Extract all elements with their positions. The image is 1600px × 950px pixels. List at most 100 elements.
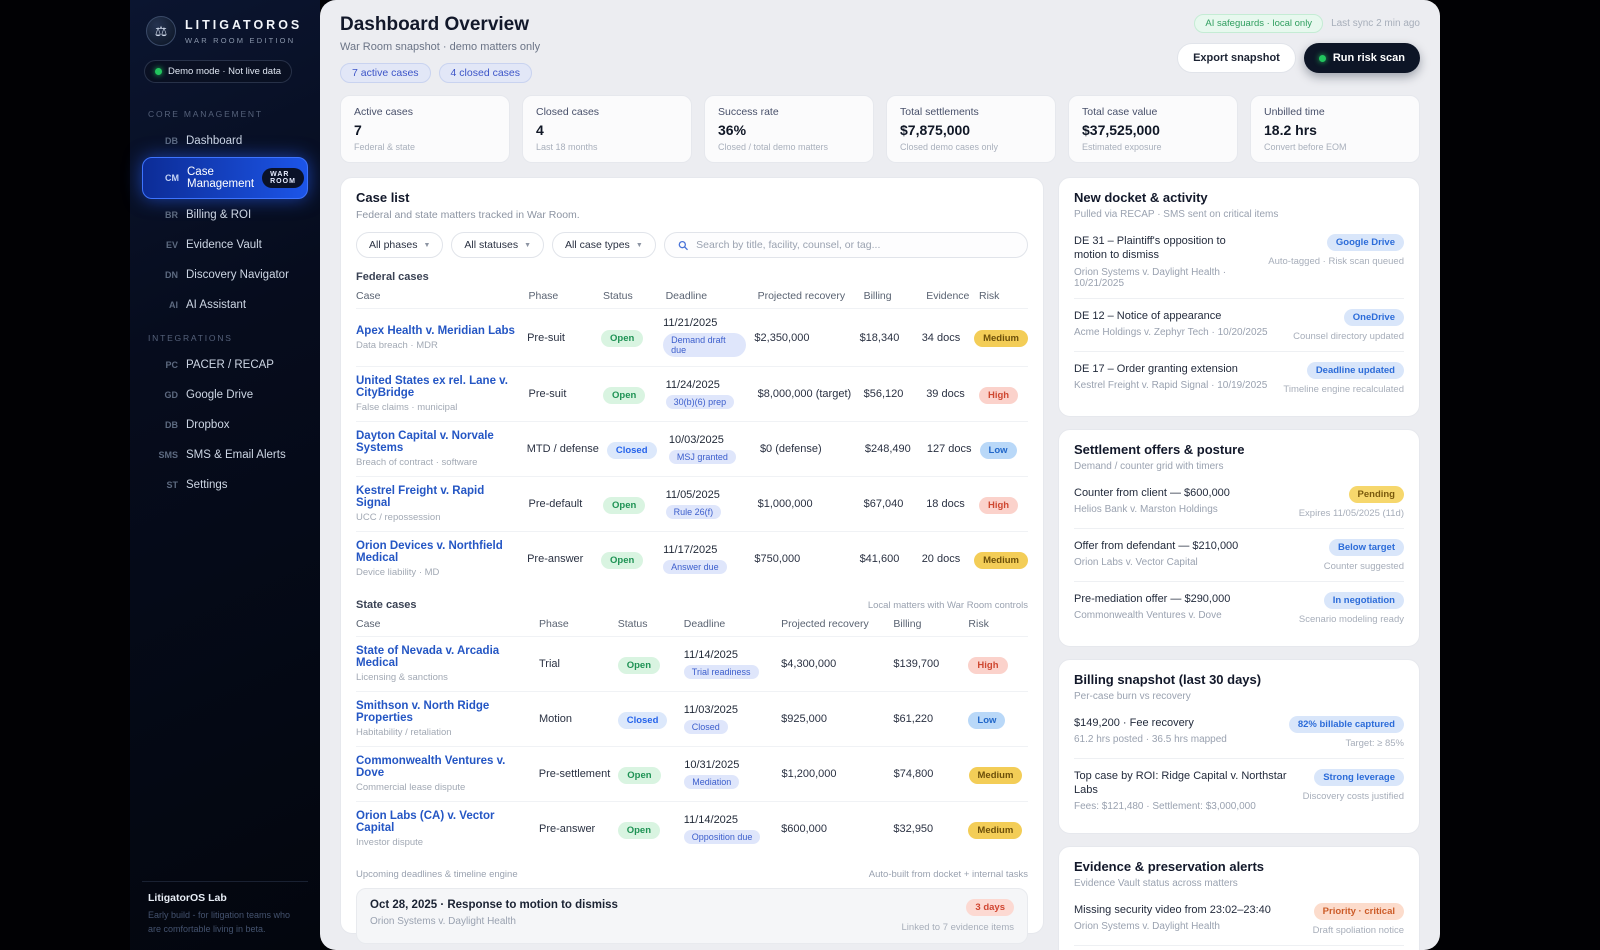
sidebar-item-discovery-navigator[interactable]: DN Discovery Navigator [165, 269, 289, 281]
status-badge: Open [617, 821, 660, 839]
deadline-tag: Mediation [684, 774, 740, 789]
table-row[interactable]: United States ex rel. Lane v. CityBridge… [356, 366, 1028, 421]
green-dot-icon [155, 68, 162, 75]
case-list-card: Case list Federal and state matters trac… [340, 177, 1044, 944]
sidebar-item-sms-email-alerts[interactable]: SMS SMS & Email Alerts [158, 449, 286, 461]
deadline-tag: Closed [683, 719, 728, 734]
status-badge: Below target [1328, 538, 1404, 556]
sidebar-section-integrations: INTEGRATIONS [148, 333, 233, 343]
risk-badge: Medium [968, 821, 1023, 839]
sidebar-item-dropbox[interactable]: DB Dropbox [165, 419, 230, 431]
risk-badge: High [978, 386, 1019, 404]
state-cases-note: Local matters with War Room controls [867, 599, 1028, 611]
settlement-item[interactable]: Offer from defendant — $210,000 Orion Lab… [1074, 527, 1404, 581]
deadlines-title: Upcoming deadlines & timeline engine [356, 869, 518, 880]
war-room-badge: WAR ROOM [262, 168, 304, 188]
table-row[interactable]: Kestrel Freight v. Rapid Signal UCC / rep… [356, 476, 1028, 531]
deadline-tag: Answer due [663, 559, 727, 574]
case-link[interactable]: United States ex rel. Lane v. CityBridge [356, 375, 508, 399]
federal-table-header: Case Phase Status Deadline Projected rec… [356, 290, 1000, 302]
status-badge: Closed [606, 441, 657, 459]
sidebar-item-google-drive[interactable]: GD Google Drive [164, 389, 254, 401]
search-input[interactable] [696, 239, 1014, 251]
deadline-tag: 30(b)(6) prep [665, 394, 735, 409]
ai-safeguards-badge: AI safeguards · local only [1194, 14, 1324, 33]
deadline-tag: Trial readiness [683, 664, 759, 679]
kpi-unbilled-time: Unbilled time 18.2 hrs Convert before EO… [1250, 95, 1420, 163]
case-link[interactable]: State of Nevada v. Arcadia Medical [356, 645, 500, 669]
status-badge: Open [618, 766, 661, 784]
risk-badge: Medium [968, 766, 1023, 784]
search-icon [678, 240, 688, 250]
last-sync-text: Last sync 2 min ago [1331, 18, 1420, 29]
scales-logo-icon: ⚖ [146, 16, 176, 46]
export-snapshot-button[interactable]: Export snapshot [1177, 43, 1296, 73]
table-row[interactable]: Orion Labs (CA) v. Vector Capital Investo… [356, 801, 1028, 856]
closed-cases-pill[interactable]: 4 closed cases [438, 63, 533, 83]
statuses-filter-dropdown[interactable]: All statuses ▼ [451, 232, 545, 258]
chevron-down-icon: ▼ [423, 241, 431, 249]
source-badge: OneDrive [1343, 308, 1404, 326]
risk-badge: High [968, 656, 1008, 674]
filter-bar: All phases ▼ All statuses ▼ All case typ… [356, 232, 1028, 258]
days-remaining-badge: 3 days [966, 899, 1014, 916]
sidebar-item-ai-assistant[interactable]: AI AI Assistant [169, 299, 247, 311]
sidebar-item-billing-roi[interactable]: BR Billing & ROI [165, 209, 252, 221]
search-bar[interactable] [663, 232, 1028, 258]
settlement-item[interactable]: Pre-mediation offer — $290,000 Commonweal… [1074, 580, 1404, 634]
kpi-total-settlements: Total settlements $7,875,000 Closed demo… [886, 95, 1056, 163]
risk-badge: Medium [974, 330, 1028, 347]
table-row[interactable]: Orion Devices v. Northfield Medical Devic… [356, 531, 1028, 586]
deadline-tag: Rule 26(f) [665, 504, 722, 519]
risk-badge: High [978, 496, 1019, 514]
priority-badge: Priority · critical [1313, 903, 1404, 921]
evidence-alert-item[interactable]: Litigation hold confirmed — all systems … [1074, 945, 1404, 950]
footer-note: Early build - for litigation teams who a… [148, 910, 291, 934]
table-row[interactable]: State of Nevada v. Arcadia Medical Licens… [356, 636, 1028, 691]
kpi-row: Active cases 7 Federal & state Closed ca… [340, 95, 1420, 163]
sidebar-item-pacer-recap[interactable]: PC PACER / RECAP [165, 359, 274, 371]
evidence-alert-item[interactable]: Missing security video from 23:02–23:40 O… [1074, 903, 1404, 937]
table-row[interactable]: Commonwealth Ventures v. Dove Commercial … [356, 746, 1028, 801]
phases-filter-dropdown[interactable]: All phases ▼ [356, 232, 444, 258]
case-link[interactable]: Commonwealth Ventures v. Dove [356, 755, 506, 779]
settlement-item[interactable]: Counter from client — $600,000 Helios Ban… [1074, 485, 1404, 519]
table-row[interactable]: Apex Health v. Meridian Labs Data breach … [356, 308, 1028, 366]
case-link[interactable]: Kestrel Freight v. Rapid Signal [356, 485, 485, 509]
case-link[interactable]: Apex Health v. Meridian Labs [356, 324, 515, 337]
case-list-title: Case list [356, 190, 410, 205]
main-content: Dashboard Overview War Room snapshot · d… [320, 0, 1440, 950]
topbar: Dashboard Overview War Room snapshot · d… [340, 14, 1420, 83]
case-types-filter-dropdown[interactable]: All case types ▼ [552, 232, 656, 258]
status-badge: Open [617, 656, 660, 674]
app-window: ⚖ LITIGATOROS WAR ROOM EDITION Demo mode… [130, 0, 1440, 950]
case-link[interactable]: Orion Labs (CA) v. Vector Capital [356, 810, 495, 834]
deadline-tag: Opposition due [683, 829, 761, 844]
status-badge: Open [601, 551, 644, 569]
sidebar-item-evidence-vault[interactable]: EV Evidence Vault [165, 239, 262, 251]
page-subtitle: War Room snapshot · demo matters only [340, 41, 541, 53]
case-link[interactable]: Smithson v. North Ridge Properties [356, 700, 490, 724]
kpi-total-case-value: Total case value $37,525,000 Estimated e… [1068, 95, 1238, 163]
billing-item[interactable]: Top case by ROI: Ridge Capital v. Norths… [1074, 757, 1404, 822]
sidebar-item-case-management[interactable]: CM Case Management WAR ROOM [142, 157, 308, 199]
brand-name: LITIGATOROS [185, 17, 303, 32]
brand-edition: WAR ROOM EDITION [185, 35, 296, 45]
chevron-down-icon: ▼ [635, 241, 643, 249]
settlement-offers-panel: Settlement offers & posture Demand / cou… [1058, 428, 1420, 647]
run-risk-scan-button[interactable]: Run risk scan [1303, 43, 1420, 73]
sidebar-item-settings[interactable]: ST Settings [166, 479, 228, 491]
docket-item[interactable]: DE 31 – Plaintiff's opposition to motion… [1074, 234, 1404, 289]
status-badge: In negotiation [1323, 591, 1404, 609]
docket-item[interactable]: DE 17 – Order granting extension Kestrel … [1074, 350, 1404, 404]
case-link[interactable]: Dayton Capital v. Norvale Systems [356, 430, 494, 454]
status-badge: Open [603, 496, 646, 514]
billing-item[interactable]: $149,200 · Fee recovery 61.2 hrs posted ·… [1074, 715, 1404, 749]
case-link[interactable]: Orion Devices v. Northfield Medical [356, 540, 503, 564]
active-cases-pill[interactable]: 7 active cases [340, 63, 431, 83]
table-row[interactable]: Dayton Capital v. Norvale Systems Breach … [356, 421, 1028, 476]
sidebar-item-dashboard[interactable]: DB Dashboard [165, 135, 243, 147]
docket-item[interactable]: DE 12 – Notice of appearance Acme Holding… [1074, 297, 1404, 351]
table-row[interactable]: Smithson v. North Ridge Properties Habita… [356, 691, 1028, 746]
deadline-item[interactable]: Oct 28, 2025 · Response to motion to dis… [356, 888, 1028, 944]
